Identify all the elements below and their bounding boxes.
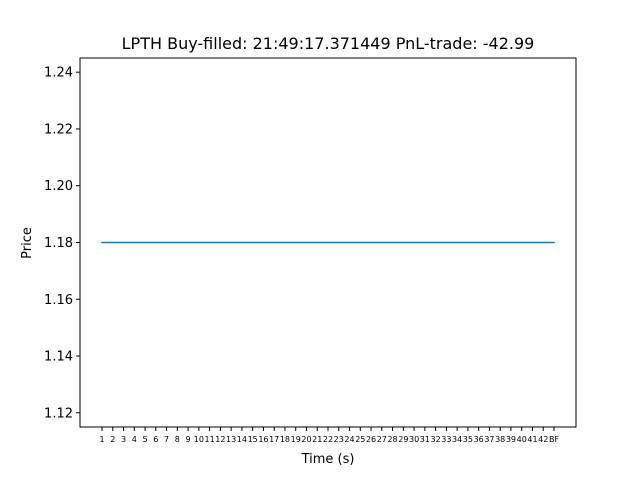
y-axis: 1.12 1.14 1.16 1.18 1.20 1.22 1.24	[44, 66, 80, 421]
x-tick-label: 36	[474, 435, 484, 444]
chart-title: LPTH Buy-filled: 21:49:17.371449 PnL-tra…	[122, 34, 535, 53]
x-tick-label: 1	[99, 435, 104, 444]
x-tick-label: 3	[121, 435, 126, 444]
x-tick-label: 17	[269, 435, 279, 444]
x-tick-label: 31	[420, 435, 430, 444]
x-axis-label: Time (s)	[301, 452, 355, 467]
x-tick-label: 18	[280, 435, 290, 444]
y-tick-label: 1.22	[44, 122, 73, 137]
x-tick-label: 16	[258, 435, 268, 444]
x-tick-label: 33	[441, 435, 451, 444]
x-tick-label: 22	[323, 435, 333, 444]
y-tick-label: 1.12	[44, 406, 73, 421]
x-tick-label: 32	[431, 435, 441, 444]
x-tick-label: 11	[205, 435, 215, 444]
x-tick-label: 30	[409, 435, 419, 444]
x-tick-label: 42	[538, 435, 548, 444]
x-tick-label: 19	[291, 435, 301, 444]
x-tick-label: 12	[215, 435, 225, 444]
y-tick-label: 1.16	[44, 293, 73, 308]
x-tick-label: 9	[186, 435, 191, 444]
x-tick-label: 4	[132, 435, 137, 444]
x-tick-label: 28	[387, 435, 397, 444]
x-tick-label: 13	[226, 435, 236, 444]
y-tick-label: 1.24	[44, 66, 73, 81]
x-tick-label: 29	[398, 435, 408, 444]
x-tick-label: 20	[301, 435, 311, 444]
x-tick-label: 7	[164, 435, 169, 444]
x-tick-label: 5	[143, 435, 148, 444]
x-tick-label: 38	[495, 435, 505, 444]
x-tick-label: 26	[366, 435, 376, 444]
x-tick-label: 14	[237, 435, 247, 444]
x-tick-label: 37	[484, 435, 494, 444]
y-axis-label: Price	[20, 227, 35, 259]
x-tick-label: 6	[153, 435, 158, 444]
x-tick-label: 27	[377, 435, 387, 444]
x-tick-label: 40	[517, 435, 527, 444]
x-tick-label: BF	[549, 435, 559, 444]
x-tick-label: 10	[194, 435, 204, 444]
y-tick-label: 1.14	[44, 350, 73, 365]
x-tick-label: 35	[463, 435, 473, 444]
y-tick-label: 1.20	[44, 179, 73, 194]
x-tick-label: 41	[527, 435, 537, 444]
y-tick-label: 1.18	[44, 236, 73, 251]
x-tick-label: 34	[452, 435, 462, 444]
x-tick-label: 8	[175, 435, 180, 444]
x-tick-label: 15	[248, 435, 258, 444]
x-axis: 1 2 3 4 5 6 7 8 9 10 11 12 13 14 15 16 17 18 19 20 21 22 23 24 2…	[99, 427, 559, 444]
x-tick-label: 23	[334, 435, 344, 444]
x-tick-label: 21	[312, 435, 322, 444]
x-tick-label: 25	[355, 435, 365, 444]
plot-frame	[79, 57, 577, 428]
x-tick-label: 24	[344, 435, 354, 444]
x-tick-label: 2	[110, 435, 115, 444]
x-tick-label: 39	[506, 435, 516, 444]
